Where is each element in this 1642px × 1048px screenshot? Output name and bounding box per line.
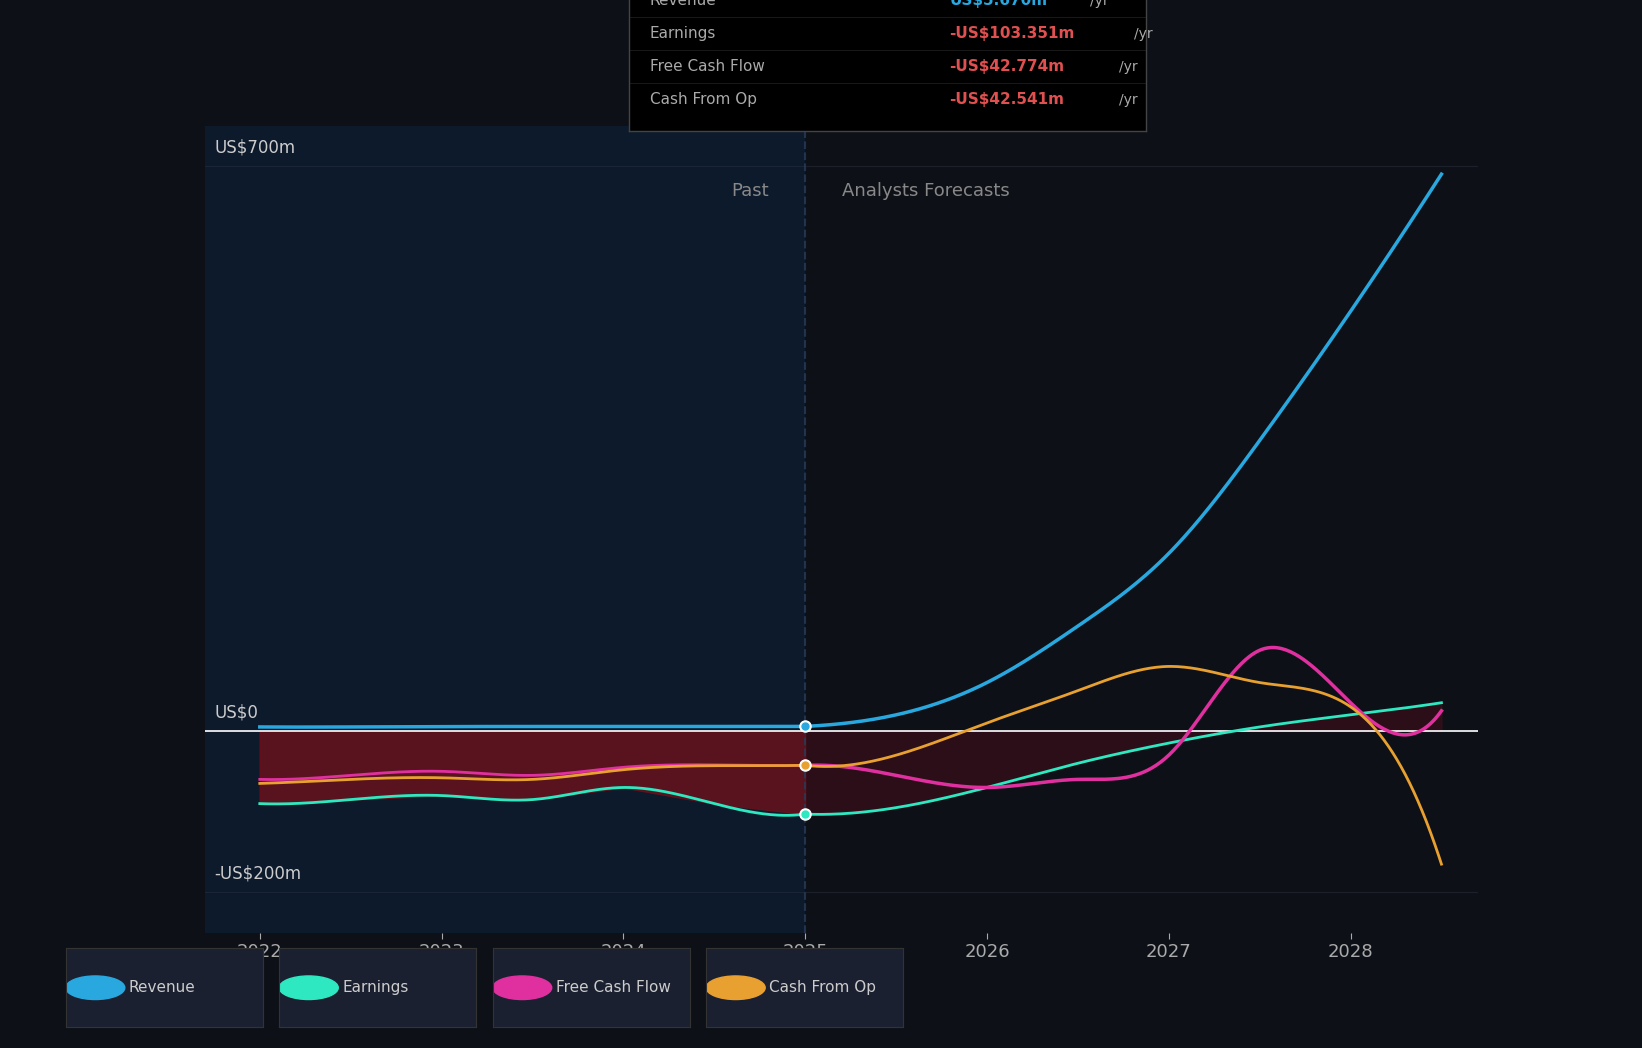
- Text: Revenue: Revenue: [128, 980, 195, 996]
- Text: -US$200m: -US$200m: [215, 865, 302, 882]
- Text: Analysts Forecasts: Analysts Forecasts: [842, 182, 1010, 200]
- Text: US$5.670m: US$5.670m: [949, 0, 1048, 8]
- Text: /yr: /yr: [1133, 27, 1153, 41]
- Text: /yr: /yr: [1120, 60, 1138, 73]
- Text: Free Cash Flow: Free Cash Flow: [650, 60, 765, 74]
- Circle shape: [706, 976, 765, 1000]
- Circle shape: [66, 976, 125, 1000]
- Text: US$700m: US$700m: [215, 138, 296, 156]
- Bar: [205, 126, 805, 933]
- Text: Cash From Op: Cash From Op: [768, 980, 877, 996]
- Text: -US$42.541m: -US$42.541m: [949, 92, 1064, 107]
- Circle shape: [279, 976, 338, 1000]
- Text: Cash From Op: Cash From Op: [650, 92, 757, 107]
- Text: -US$103.351m: -US$103.351m: [949, 26, 1076, 41]
- Circle shape: [493, 976, 552, 1000]
- Bar: [805, 126, 1478, 933]
- Text: Past: Past: [731, 182, 768, 200]
- Text: Revenue: Revenue: [650, 0, 716, 8]
- Text: /yr: /yr: [1120, 93, 1138, 107]
- Text: Earnings: Earnings: [650, 26, 716, 41]
- Text: US$0: US$0: [215, 703, 258, 721]
- Text: -US$42.774m: -US$42.774m: [949, 60, 1064, 74]
- Text: Free Cash Flow: Free Cash Flow: [555, 980, 670, 996]
- Text: /yr: /yr: [1090, 0, 1108, 7]
- Text: Earnings: Earnings: [342, 980, 409, 996]
